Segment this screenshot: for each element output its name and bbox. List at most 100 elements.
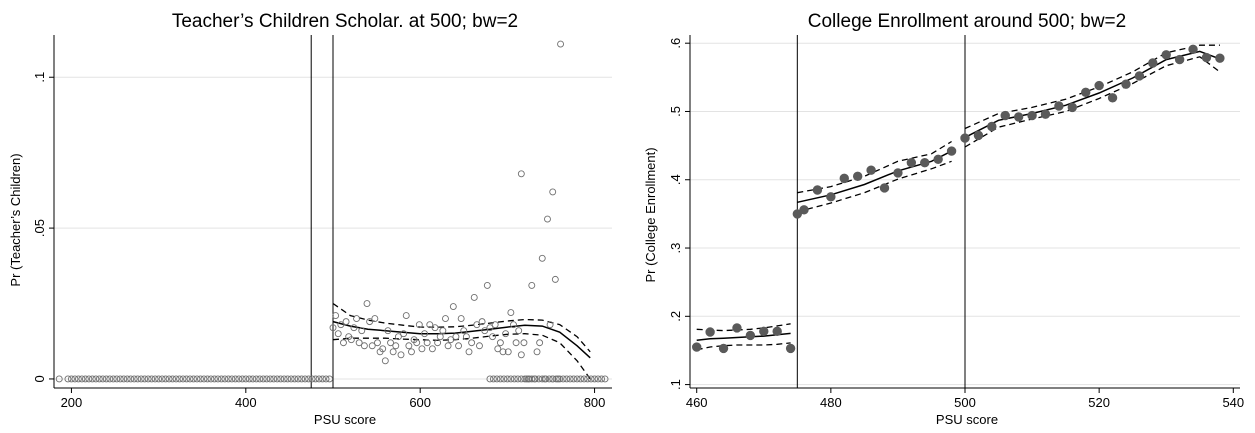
data-point	[235, 375, 243, 383]
data-point	[524, 375, 532, 383]
data-point	[270, 375, 278, 383]
data-point	[759, 326, 769, 337]
data-point	[1000, 110, 1010, 121]
data-point	[421, 330, 428, 338]
data-point	[203, 375, 211, 383]
data-point	[381, 357, 389, 365]
data-point	[504, 348, 512, 356]
data-point	[1201, 52, 1212, 63]
y-tick-label: .1	[668, 379, 683, 390]
data-point	[256, 375, 264, 383]
data-point	[116, 375, 124, 383]
data-point	[214, 375, 222, 383]
data-point	[102, 375, 110, 383]
data-point	[1148, 58, 1158, 68]
fit-line	[964, 50, 1221, 139]
y-tick-label: .4	[668, 174, 683, 185]
data-point	[319, 375, 326, 383]
data-point	[486, 375, 494, 383]
data-point	[496, 375, 504, 383]
data-point	[812, 185, 823, 195]
data-point	[573, 375, 581, 383]
data-point	[879, 183, 890, 193]
data-point	[481, 327, 489, 335]
data-point	[946, 146, 957, 156]
data-point	[732, 323, 742, 333]
data-point	[987, 121, 997, 132]
data-point	[109, 375, 117, 383]
data-point	[397, 351, 405, 359]
data-point	[1067, 102, 1078, 113]
data-point	[384, 327, 392, 335]
data-point	[426, 321, 434, 329]
data-point	[172, 375, 180, 383]
data-point	[517, 170, 525, 178]
data-point	[523, 375, 531, 383]
data-point	[64, 375, 72, 383]
chart-background	[0, 0, 627, 433]
data-point	[273, 375, 281, 383]
data-point	[1188, 44, 1198, 55]
data-point	[287, 375, 295, 383]
data-point	[67, 375, 75, 383]
data-point	[551, 275, 559, 283]
data-point	[580, 375, 588, 383]
data-point	[92, 375, 100, 383]
data-point	[55, 375, 63, 383]
chart-title: College Enrollment around 500; bw=2	[808, 11, 1126, 32]
data-point	[353, 315, 360, 323]
data-point	[197, 375, 204, 383]
data-point	[587, 375, 595, 383]
data-point	[387, 339, 394, 347]
data-point	[960, 133, 970, 143]
data-point	[455, 342, 462, 350]
data-point	[457, 315, 465, 323]
data-point	[329, 324, 337, 332]
data-point	[405, 342, 413, 350]
data-point	[542, 375, 550, 383]
data-point	[379, 345, 387, 353]
data-point	[510, 321, 517, 329]
data-point	[148, 375, 156, 383]
data-point	[554, 375, 562, 383]
data-point	[179, 375, 187, 383]
data-point	[536, 339, 544, 347]
data-point	[544, 215, 551, 223]
data-point	[99, 375, 107, 383]
data-point	[284, 375, 292, 383]
data-point	[531, 375, 539, 383]
data-point	[266, 375, 274, 383]
x-tick-label: 400	[235, 395, 257, 410]
ci-lower-line	[696, 342, 791, 351]
data-point	[439, 327, 447, 335]
data-point	[468, 339, 476, 347]
data-point	[500, 375, 508, 383]
data-point	[176, 375, 184, 383]
data-point	[252, 375, 260, 383]
data-point	[1094, 80, 1104, 91]
data-point	[298, 375, 306, 383]
data-point	[144, 375, 152, 383]
data-point	[78, 375, 86, 383]
plot-area: .1 .2 .3 .4 .5 .6 460 480 500 520 540	[668, 35, 1244, 410]
data-point	[491, 321, 499, 329]
data-point	[193, 375, 201, 383]
data-point	[442, 315, 449, 323]
data-point	[538, 254, 546, 262]
x-tick-label: 460	[686, 395, 708, 410]
data-point	[231, 375, 239, 383]
data-point	[594, 375, 602, 383]
y-axis-label: Pr (College Enrollment)	[643, 147, 658, 282]
x-axis-label: PSU score	[314, 412, 376, 427]
data-point	[591, 375, 599, 383]
ci-upper-line	[797, 140, 952, 194]
data-point	[517, 351, 525, 359]
data-point	[470, 294, 478, 301]
data-point	[577, 375, 585, 383]
data-point	[88, 375, 96, 383]
data-point	[601, 375, 609, 383]
data-point	[431, 324, 439, 332]
data-point	[528, 281, 536, 289]
data-point	[245, 375, 253, 383]
data-point	[207, 375, 215, 383]
